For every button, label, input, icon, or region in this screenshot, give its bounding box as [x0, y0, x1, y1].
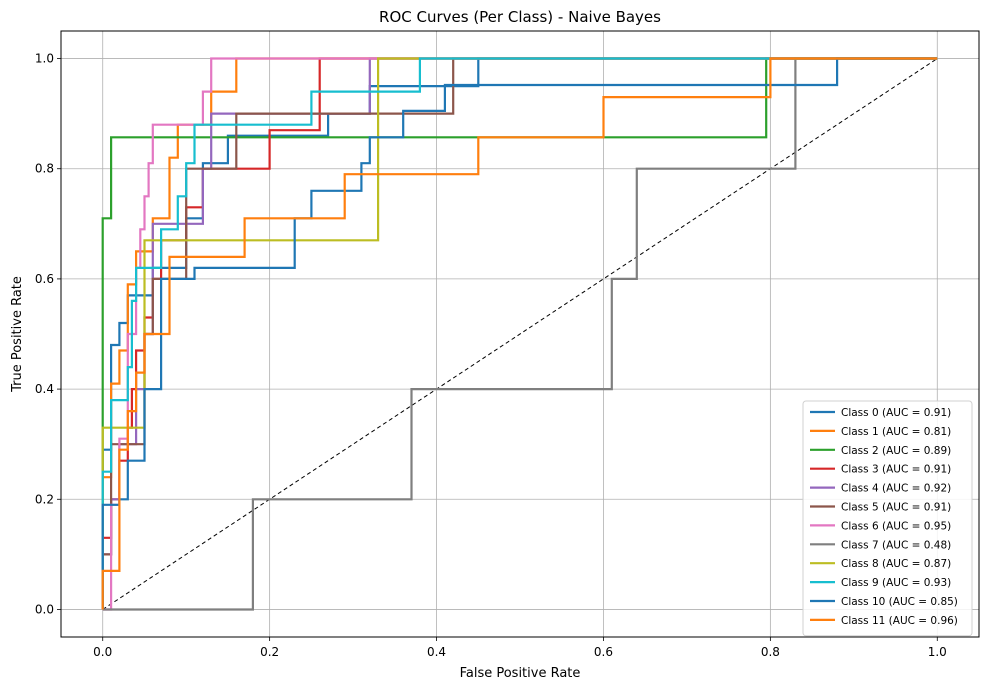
roc-curve-class-8 [101, 57, 938, 610]
reference-diagonal-line [102, 58, 938, 610]
legend-label: Class 6 (AUC = 0.95) [841, 520, 951, 532]
y-tick-label: 0.0 [35, 602, 54, 616]
chart-title: ROC Curves (Per Class) - Naive Bayes [379, 8, 661, 26]
legend-label: Class 2 (AUC = 0.89) [841, 445, 951, 457]
roc-curve-class-11 [101, 57, 938, 610]
reference-diagonal [102, 58, 938, 610]
y-tick-label: 0.6 [35, 272, 54, 286]
x-axis-label: False Positive Rate [460, 666, 581, 681]
x-tick-label: 1.0 [928, 645, 947, 659]
roc-curve-class-9 [101, 57, 938, 610]
y-tick-label: 0.4 [35, 382, 54, 396]
x-tick-label: 0.0 [93, 645, 112, 659]
legend-label: Class 10 (AUC = 0.85) [841, 596, 958, 608]
plot-frame [60, 30, 980, 638]
legend-label: Class 1 (AUC = 0.81) [841, 426, 951, 438]
legend-label: Class 0 (AUC = 0.91) [841, 407, 951, 419]
roc-series [101, 57, 938, 611]
axis-ticks: 0.0 0.2 0.4 0.6 0.8 1.0 0.0 0.2 0.4 0.6 0.8 1.0 [35, 52, 947, 659]
legend-label: Class 4 (AUC = 0.92) [841, 483, 951, 495]
legend-label: Class 3 (AUC = 0.91) [841, 464, 951, 476]
x-tick-label: 0.2 [260, 645, 279, 659]
legend-label: Class 7 (AUC = 0.48) [841, 539, 951, 551]
y-tick-label: 0.2 [35, 492, 54, 506]
legend-label: Class 9 (AUC = 0.93) [841, 577, 951, 589]
legend-label: Class 8 (AUC = 0.87) [841, 558, 951, 570]
x-tick-label: 0.6 [594, 645, 613, 659]
legend-label: Class 5 (AUC = 0.91) [841, 502, 951, 514]
y-axis-label: True Positive Rate [10, 276, 25, 393]
legend-label: Class 11 (AUC = 0.96) [841, 615, 958, 627]
y-tick-label: 1.0 [35, 52, 54, 66]
x-tick-label: 0.8 [761, 645, 780, 659]
roc-curve-class-7 [102, 57, 938, 611]
legend-box [802, 400, 973, 637]
x-tick-label: 0.4 [427, 645, 446, 659]
legend: Class 0 (AUC = 0.91) Class 1 (AUC = 0.81)… [802, 400, 973, 637]
y-tick-label: 0.8 [35, 162, 54, 176]
